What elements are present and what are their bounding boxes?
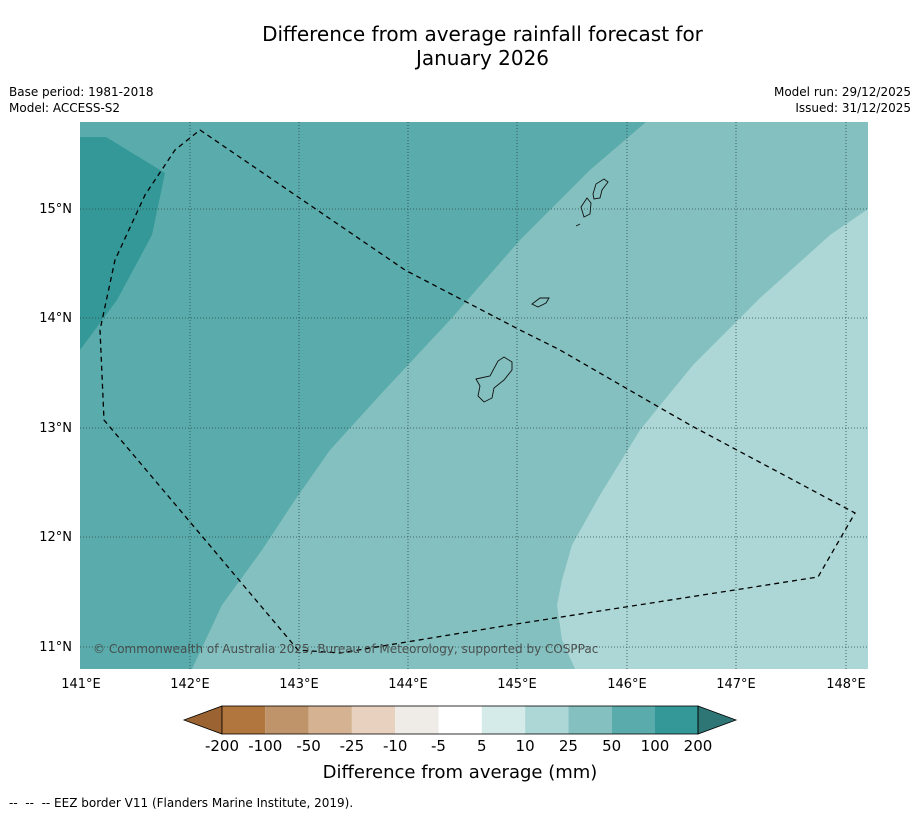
rota-island [531, 297, 550, 308]
lat-tick-13: 13°N [39, 421, 72, 436]
meta-left: Base period: 1981-2018 Model: ACCESS-S2 [9, 84, 154, 116]
base-period-text: Base period: 1981-2018 [9, 85, 154, 99]
cb-tick-6: -5 [431, 737, 446, 755]
colorbar-ticks: -200 -100 -50 -25 -10 -5 5 10 25 50 100 … [205, 737, 712, 755]
guam-island [475, 356, 513, 403]
islands [475, 178, 609, 403]
tinian-island [580, 197, 592, 218]
lon-tick-143: 143°E [279, 677, 319, 692]
colorbar-bin-1 [222, 706, 266, 734]
colorbar-bin-4 [351, 706, 396, 734]
chart-title: Difference from average rainfall forecas… [0, 22, 919, 70]
meta-right: Model run: 29/12/2025 Issued: 31/12/2025 [774, 84, 911, 116]
cb-tick-7: 5 [477, 737, 487, 755]
cb-tick-8: 10 [516, 737, 535, 755]
region-50-100 [80, 122, 646, 669]
lon-tick-145: 145°E [497, 677, 537, 692]
colorbar-bin-6 [438, 706, 482, 734]
colorbar-bin-11 [655, 706, 698, 734]
cb-tick-2: -100 [248, 737, 282, 755]
graticule [80, 122, 868, 669]
lon-tick-142: 142°E [170, 677, 210, 692]
map-area: © Commonwealth of Australia 2025, Bureau… [80, 122, 868, 669]
cb-tick-10: 50 [602, 737, 621, 755]
title-line-1: Difference from average rainfall forecas… [262, 22, 703, 46]
colorbar-underflow [182, 705, 223, 735]
cb-tick-1: -200 [205, 737, 239, 755]
lat-tick-12: 12°N [39, 530, 72, 545]
saipan-island [592, 178, 609, 200]
colorbar-label: Difference from average (mm) [323, 762, 598, 783]
lon-tick-147: 147°E [716, 677, 756, 692]
cb-tick-5: -10 [383, 737, 408, 755]
lon-ticks: 141°E 142°E 143°E 144°E 145°E 146°E 147°… [61, 677, 866, 692]
colorbar-outline [221, 705, 699, 735]
colorbar-bin-2 [265, 706, 309, 734]
cb-tick-3: -50 [296, 737, 321, 755]
model-text: Model: ACCESS-S2 [9, 101, 121, 115]
colorbar-overflow [697, 705, 738, 735]
model-run-text: Model run: 29/12/2025 [773, 85, 911, 99]
lat-tick-11: 11°N [39, 640, 72, 655]
title-line-2: January 2026 [415, 46, 550, 70]
cb-tick-11: 100 [641, 737, 670, 755]
colorbar-bin-7 [481, 706, 526, 734]
issued-text: Issued: 31/12/2025 [795, 101, 911, 115]
colorbar-bin-8 [525, 706, 569, 734]
colorbar-bin-9 [568, 706, 612, 734]
lat-tick-14: 14°N [39, 311, 72, 326]
eez-legend-footer: -- -- -- EEZ border V11 (Flanders Marine… [9, 796, 354, 810]
lon-tick-141: 141°E [61, 677, 101, 692]
cb-tick-4: -25 [340, 737, 365, 755]
cb-tick-12: 200 [684, 737, 713, 755]
colorbar-bin-5 [395, 706, 439, 734]
lon-tick-148: 148°E [826, 677, 866, 692]
cb-tick-9: 25 [559, 737, 578, 755]
colorbar: -200 -100 -50 -25 -10 -5 5 10 25 50 100 … [182, 705, 738, 783]
lat-tick-15: 15°N [39, 202, 72, 217]
copyright-text: © Commonwealth of Australia 2025, Bureau… [93, 642, 598, 656]
colorbar-bin-3 [308, 706, 352, 734]
small-islet [575, 223, 581, 227]
lon-tick-144: 144°E [388, 677, 428, 692]
eez-border [99, 129, 856, 654]
lon-tick-146: 146°E [607, 677, 647, 692]
colorbar-bin-10 [611, 706, 655, 734]
lat-ticks: 15°N 14°N 13°N 12°N 11°N [39, 202, 72, 655]
